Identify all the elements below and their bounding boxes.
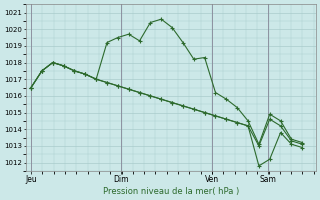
- X-axis label: Pression niveau de la mer( hPa ): Pression niveau de la mer( hPa ): [103, 187, 239, 196]
